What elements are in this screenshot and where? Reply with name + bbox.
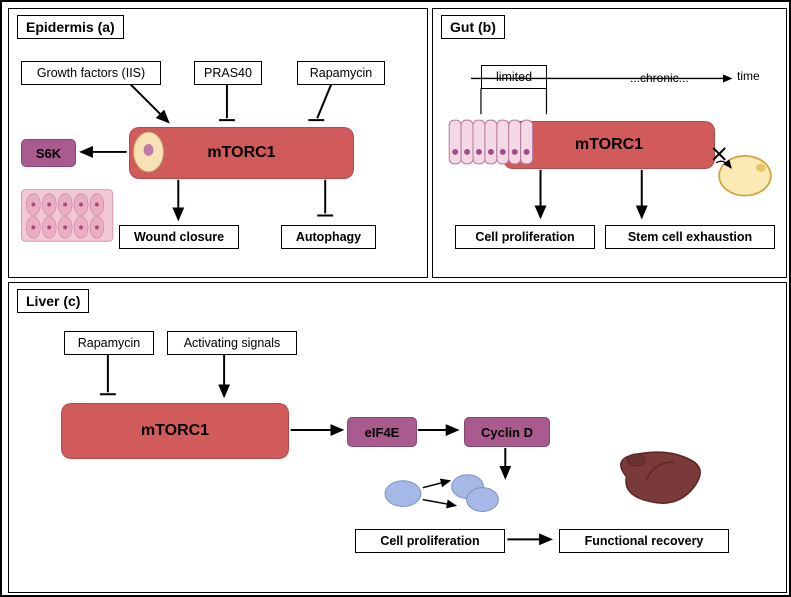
cyclind-label: Cyclin D <box>481 425 533 440</box>
mtorc1-a-label: mTORC1 <box>207 144 275 162</box>
eif4e-chip: eIF4E <box>347 417 417 447</box>
mtorc1-b-label: mTORC1 <box>575 136 643 154</box>
eif4e-label: eIF4E <box>365 425 400 440</box>
mtorc1-a: mTORC1 <box>129 127 354 179</box>
panel-c: Liver (c) Rapamycin Activating signals m… <box>8 282 787 593</box>
stem-exhaust-box: Stem cell exhaustion <box>605 225 775 249</box>
limited-box: limited <box>481 65 547 89</box>
panel-c-title: Liver (c) <box>17 289 89 313</box>
mtorc1-c: mTORC1 <box>61 403 289 459</box>
functional-recovery-box: Functional recovery <box>559 529 729 553</box>
wound-closure-box: Wound closure <box>119 225 239 249</box>
s6k-chip: S6K <box>21 139 76 167</box>
rapamycin-box-a: Rapamycin <box>297 61 385 85</box>
pras40-box: PRAS40 <box>194 61 262 85</box>
cell-prolif-b-box: Cell proliferation <box>455 225 595 249</box>
mtorc1-b: mTORC1 <box>503 121 715 169</box>
s6k-label: S6K <box>36 146 61 161</box>
autophagy-box: Autophagy <box>281 225 376 249</box>
growth-factors-box: Growth factors (IIS) <box>21 61 161 85</box>
mtorc1-c-label: mTORC1 <box>141 422 209 440</box>
time-label: time <box>737 69 760 83</box>
activating-signals-box: Activating signals <box>167 331 297 355</box>
panel-a-title: Epidermis (a) <box>17 15 124 39</box>
rapamycin-box-c: Rapamycin <box>64 331 154 355</box>
cyclind-chip: Cyclin D <box>464 417 550 447</box>
panel-b: Gut (b) time ...chronic... limited mTORC… <box>432 8 787 278</box>
cell-prolif-c-box: Cell proliferation <box>355 529 505 553</box>
panel-a: Epidermis (a) Growth factors (IIS) PRAS4… <box>8 8 428 278</box>
chronic-label: ...chronic... <box>630 71 689 85</box>
figure-canvas: Epidermis (a) Growth factors (IIS) PRAS4… <box>0 0 791 597</box>
panel-b-title: Gut (b) <box>441 15 505 39</box>
